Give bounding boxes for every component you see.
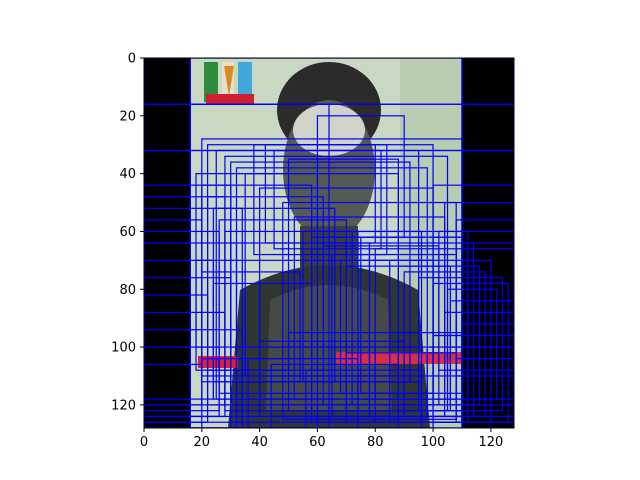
bounding-box (467, 242, 514, 423)
y-tick-label: 120 (111, 398, 136, 413)
x-tick-label: 0 (140, 435, 148, 450)
bounding-box (305, 369, 423, 428)
x-tick-label: 40 (251, 435, 268, 450)
bounding-box (270, 363, 399, 428)
bounding-box (455, 219, 514, 360)
bounding-box (426, 346, 514, 418)
bounding-box (144, 230, 220, 412)
axes-frame (143, 57, 515, 429)
bounding-box (144, 242, 238, 428)
corner-logo (204, 62, 254, 104)
bounding-box-overlay (144, 58, 514, 428)
bounding-box (438, 230, 514, 371)
y-tick-label: 60 (119, 225, 136, 240)
bounding-box (144, 363, 203, 428)
x-tick-label: 100 (421, 435, 446, 450)
y-axis-ticks: 0 20 40 60 80 100 120 (111, 52, 144, 413)
y-tick-label: 0 (128, 52, 136, 67)
bounding-box (144, 311, 226, 406)
bounding-box (189, 103, 330, 428)
bounding-box (144, 329, 243, 428)
bounding-box (360, 236, 463, 394)
bounding-box (316, 346, 434, 428)
x-axis-ticks: 0 20 40 60 80 100 120 (140, 428, 503, 450)
bounding-box (247, 358, 359, 428)
x-tick-label: 20 (194, 435, 211, 450)
bounding-box (230, 346, 376, 423)
y-tick-label: 80 (119, 283, 136, 298)
x-tick-label: 60 (309, 435, 326, 450)
x-tick-label: 80 (367, 435, 384, 450)
x-tick-label: 120 (478, 435, 503, 450)
y-tick-label: 100 (111, 341, 136, 356)
y-tick-label: 40 (119, 167, 136, 182)
bounding-box (144, 294, 209, 423)
bounding-box (144, 346, 220, 418)
bounding-box (345, 352, 457, 423)
bounding-box (259, 340, 405, 418)
y-tick-label: 20 (119, 109, 136, 124)
bounding-box (273, 149, 382, 250)
